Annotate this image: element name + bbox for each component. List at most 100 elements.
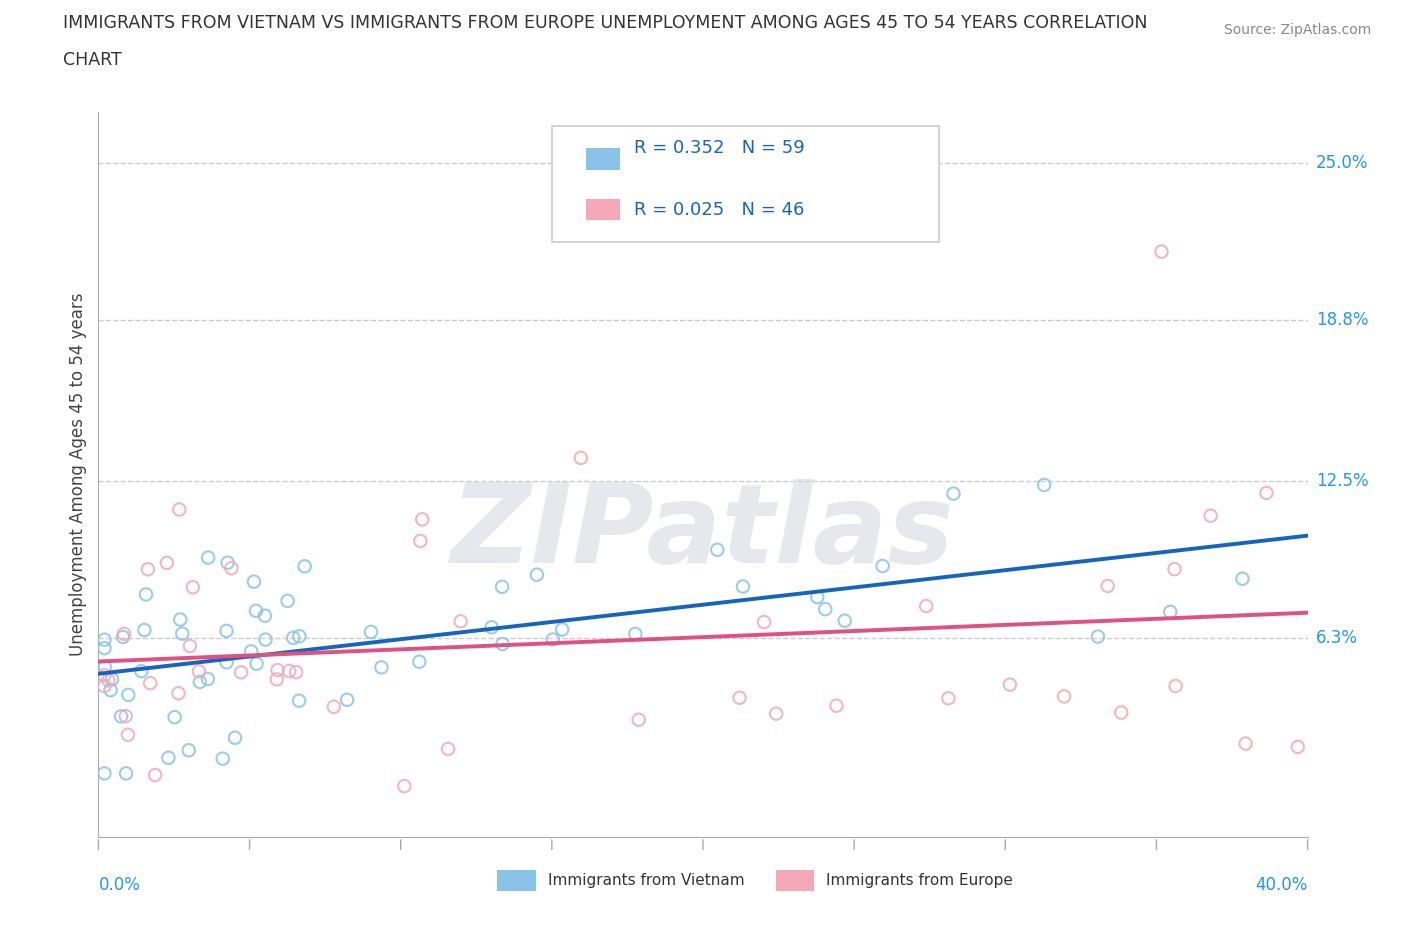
Point [188,674,211,689]
Point [110,709,132,724]
Point [93,766,115,781]
Point [93,668,115,683]
Point [938,691,960,706]
Point [179,639,201,654]
Point [409,534,432,549]
Point [1286,739,1309,754]
Point [215,623,238,638]
Text: 25.0%: 25.0% [1316,153,1368,171]
Point [834,613,856,628]
Point [336,692,359,707]
Point [360,624,382,639]
Point [93,641,115,656]
Point [97,673,120,688]
Text: ZIPatlas: ZIPatlas [451,479,955,586]
Bar [498,870,536,891]
Point [157,751,180,765]
Point [217,555,239,570]
Point [706,542,728,557]
Point [1199,509,1222,524]
Point [111,630,134,644]
Point [437,741,460,756]
Text: R = 0.025   N = 46: R = 0.025 N = 46 [634,201,804,219]
Point [1234,737,1257,751]
Point [551,622,574,637]
Bar [586,148,620,169]
Point [394,778,416,793]
Point [169,502,191,517]
Point [245,604,267,618]
Point [117,687,139,702]
Point [322,699,344,714]
Point [94,659,117,674]
Point [814,602,837,617]
Text: 0.0%: 0.0% [98,876,141,894]
Point [136,562,159,577]
Point [215,655,238,670]
Point [541,632,564,647]
Point [806,590,828,604]
Point [112,626,135,641]
Point [1163,562,1185,577]
Text: 18.8%: 18.8% [1316,312,1368,329]
Point [224,730,246,745]
Point [283,631,305,645]
Point [115,766,138,781]
Point [731,579,754,594]
Point [624,627,647,642]
Point [100,683,122,698]
Point [163,710,186,724]
Point [266,671,288,686]
Point [1053,689,1076,704]
Point [181,579,204,594]
Text: Immigrants from Europe: Immigrants from Europe [827,873,1014,888]
Point [411,512,433,526]
Point [998,677,1021,692]
Point [569,450,592,465]
Text: R = 0.352   N = 59: R = 0.352 N = 59 [634,140,804,157]
Point [278,664,301,679]
Point [1109,705,1132,720]
Point [197,671,219,686]
Point [491,636,513,651]
Text: 40.0%: 40.0% [1256,876,1308,894]
Point [288,693,311,708]
Bar [586,199,620,220]
Point [254,632,277,647]
Point [221,561,243,576]
Text: 12.5%: 12.5% [1316,472,1368,490]
Point [211,751,233,766]
Point [825,698,848,713]
Point [114,709,136,724]
Point [752,615,775,630]
Point [188,664,211,679]
Point [253,608,276,623]
FancyBboxPatch shape [551,126,939,242]
Point [101,671,124,686]
Point [167,685,190,700]
Point [135,587,157,602]
Point [450,614,472,629]
Point [277,593,299,608]
Point [915,599,938,614]
Point [728,690,751,705]
Point [266,662,288,677]
Point [243,574,266,589]
Point [285,665,308,680]
Point [246,657,269,671]
Point [1232,571,1254,586]
Point [197,551,219,565]
Point [143,767,166,782]
Text: Immigrants from Vietnam: Immigrants from Vietnam [548,873,745,888]
Text: Source: ZipAtlas.com: Source: ZipAtlas.com [1223,23,1371,37]
Point [117,727,139,742]
Point [139,676,162,691]
Text: CHART: CHART [63,51,122,69]
Point [408,655,430,670]
Point [172,626,194,641]
Point [134,622,156,637]
Point [481,620,503,635]
Point [370,660,392,675]
Point [177,743,200,758]
Y-axis label: Unemployment Among Ages 45 to 54 years: Unemployment Among Ages 45 to 54 years [69,293,87,656]
